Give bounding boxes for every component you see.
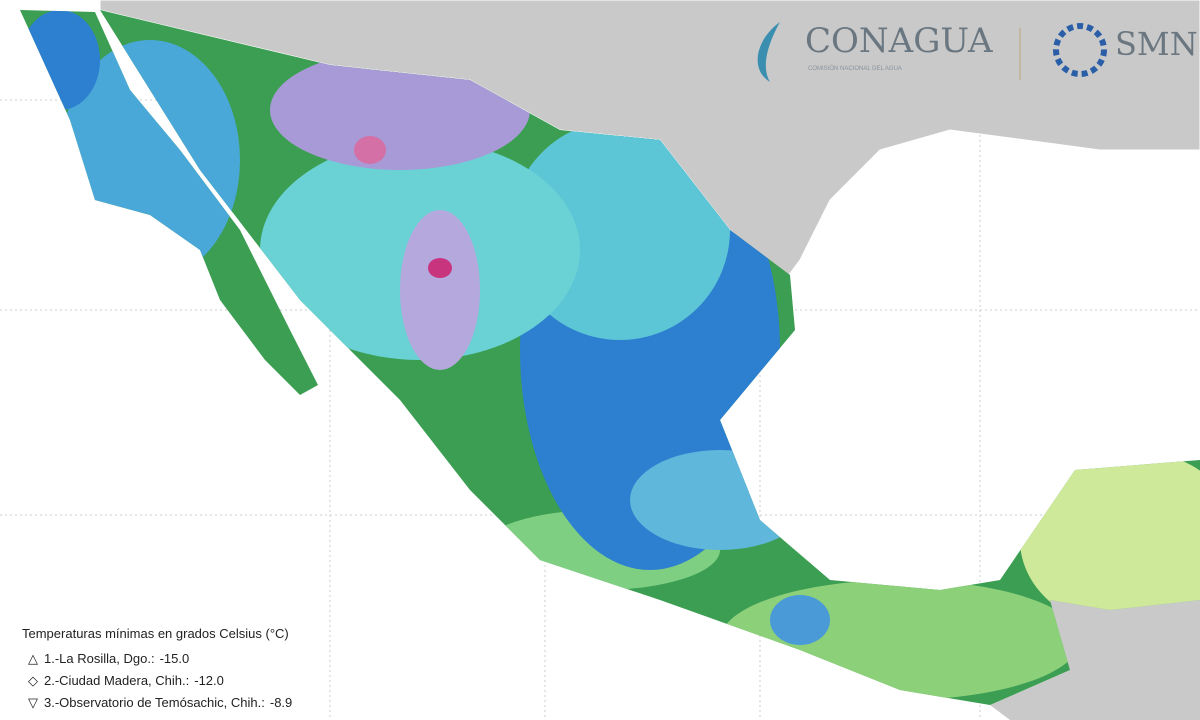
legend-title: Temperaturas mínimas en grados Celsius (… (22, 626, 289, 641)
logo-wave (757, 22, 780, 82)
logo-text: CONAGUA (805, 21, 993, 61)
legend-symbol: ◇ (28, 673, 38, 688)
legend: Temperaturas mínimas en grados Celsius (… (22, 626, 292, 710)
legend-value: -8.9 (270, 695, 292, 710)
legend-station: 3.-Observatorio de Temósachic, Chih.: (44, 695, 265, 710)
legend-symbol: ▽ (28, 695, 38, 710)
logo-smn: SMN (1053, 23, 1198, 77)
legend-station: 1.-La Rosilla, Dgo.: (44, 651, 155, 666)
logo-text: SMN (1115, 25, 1198, 63)
legend-value: -15.0 (160, 651, 190, 666)
legend-station: 2.-Ciudad Madera, Chih.: (44, 673, 189, 688)
logo-conagua: CONAGUA COMISIÓN NACIONAL DEL AGUA (757, 21, 1021, 82)
logo-gear (1053, 23, 1107, 77)
logo-subtitle: COMISIÓN NACIONAL DEL AGUA (808, 65, 902, 72)
central-america-land (990, 600, 1200, 720)
legend-symbol: △ (28, 651, 38, 666)
legend-value: -12.0 (194, 673, 224, 688)
